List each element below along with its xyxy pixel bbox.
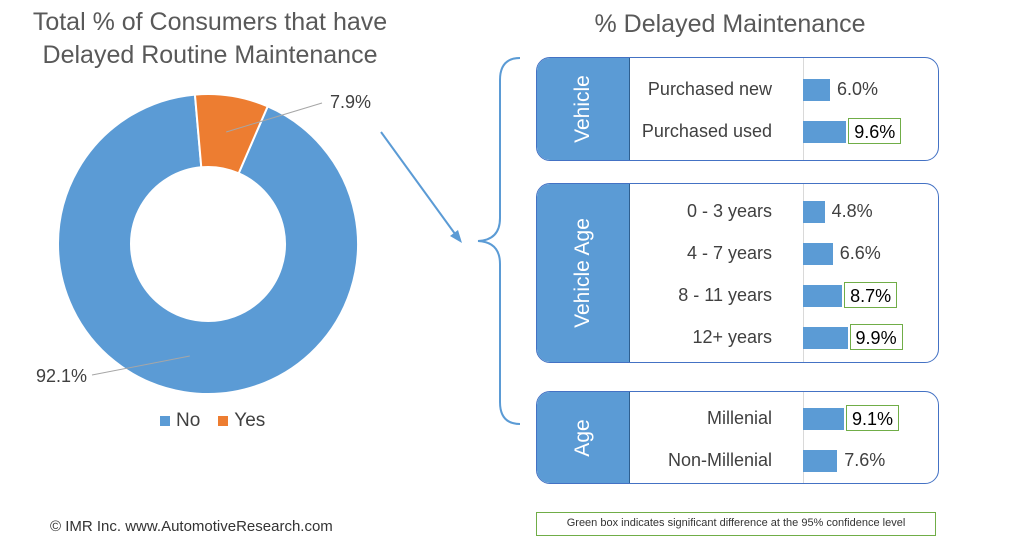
bar-row: 12+ years 9.9% — [629, 322, 938, 352]
bar — [803, 407, 844, 430]
bar-value-significant: 8.7% — [844, 282, 898, 308]
bar-row: Purchased used 9.6% — [629, 116, 938, 146]
bar-value: 6.0% — [837, 79, 879, 99]
legend-swatch-yes — [218, 416, 229, 426]
legend-label-yes: Yes — [234, 410, 266, 431]
bar — [803, 243, 833, 265]
bar-row: 4 - 7 years 6.6% — [629, 238, 938, 268]
bar-value: 4.8% — [831, 201, 873, 221]
donut-chart-title: Total % of Consumers that have Delayed R… — [32, 8, 388, 69]
bar-value-significant: 9.6% — [848, 118, 902, 144]
donut-slice-no — [57, 93, 359, 395]
bar — [803, 285, 843, 307]
bar-axis-line — [803, 58, 804, 160]
bar-value-significant: 9.1% — [845, 404, 899, 431]
bar-row: Purchased new 6.0% — [629, 74, 938, 104]
bar — [803, 201, 825, 223]
bar-category-label: 0 - 3 years — [686, 201, 772, 221]
bar-value-significant: 9.9% — [849, 324, 903, 350]
bar-category-label: 4 - 7 years — [686, 243, 772, 263]
bar-category-label: 8 - 11 years — [678, 285, 772, 305]
footer-copyright: © IMR Inc. www.AutomotiveResearch.com — [50, 518, 333, 535]
legend-label-no: No — [176, 410, 201, 431]
panel-vehicle: Vehicle Purchased new 6.0% Purchased used 9.… — [536, 57, 939, 161]
legend-item-no: No — [160, 410, 200, 432]
panel-header: Vehicle — [537, 58, 630, 160]
panel-header-label: Vehicle Age — [571, 218, 594, 328]
bar-category-label: Millenial — [706, 407, 772, 428]
bar-axis-line — [803, 392, 804, 483]
bar-category-label: Purchased new — [647, 79, 772, 99]
bar-row: 8 - 11 years 8.7% — [629, 280, 938, 310]
bar — [803, 121, 847, 143]
panel-header: Age — [537, 392, 630, 483]
bar-category-label: 12+ years — [692, 327, 772, 347]
donut-slice-yes — [193, 93, 269, 175]
significance-note: Green box indicates significant differen… — [536, 512, 936, 536]
bar-row: Millenial 9.1% — [629, 403, 938, 433]
leader-line-yes — [226, 102, 323, 133]
donut-legend: No Yes — [160, 410, 265, 432]
bar-row: Non-Millenial 7.6% — [629, 445, 938, 475]
panel-header-label: Age — [571, 418, 594, 457]
leader-line-no — [91, 355, 190, 376]
bar-category-label: Purchased used — [641, 121, 772, 141]
bar — [803, 449, 838, 472]
panel-header: Vehicle Age — [537, 184, 630, 362]
panel-age: Age Millenial 9.1% Non-Millenial 7.6% — [536, 391, 939, 484]
panel-vehicle-age: Vehicle Age 0 - 3 years 4.8% 4 - 7 years 6.6… — [536, 183, 939, 363]
bar-chart-title: % Delayed Maintenance — [594, 10, 866, 38]
panel-header-label: Vehicle — [571, 75, 594, 143]
legend-item-yes: Yes — [218, 410, 265, 432]
donut-label-no: 92.1% — [36, 366, 88, 386]
bar-value: 7.6% — [844, 449, 886, 470]
bar — [803, 327, 848, 349]
legend-swatch-no — [160, 416, 170, 426]
bar — [803, 79, 830, 101]
bar-value: 6.6% — [839, 243, 881, 263]
bar-category-label: Non-Millenial — [667, 449, 772, 470]
donut-label-yes: 7.9% — [330, 92, 372, 112]
bar-row: 0 - 3 years 4.8% — [629, 196, 938, 226]
bar-axis-line — [803, 184, 804, 362]
